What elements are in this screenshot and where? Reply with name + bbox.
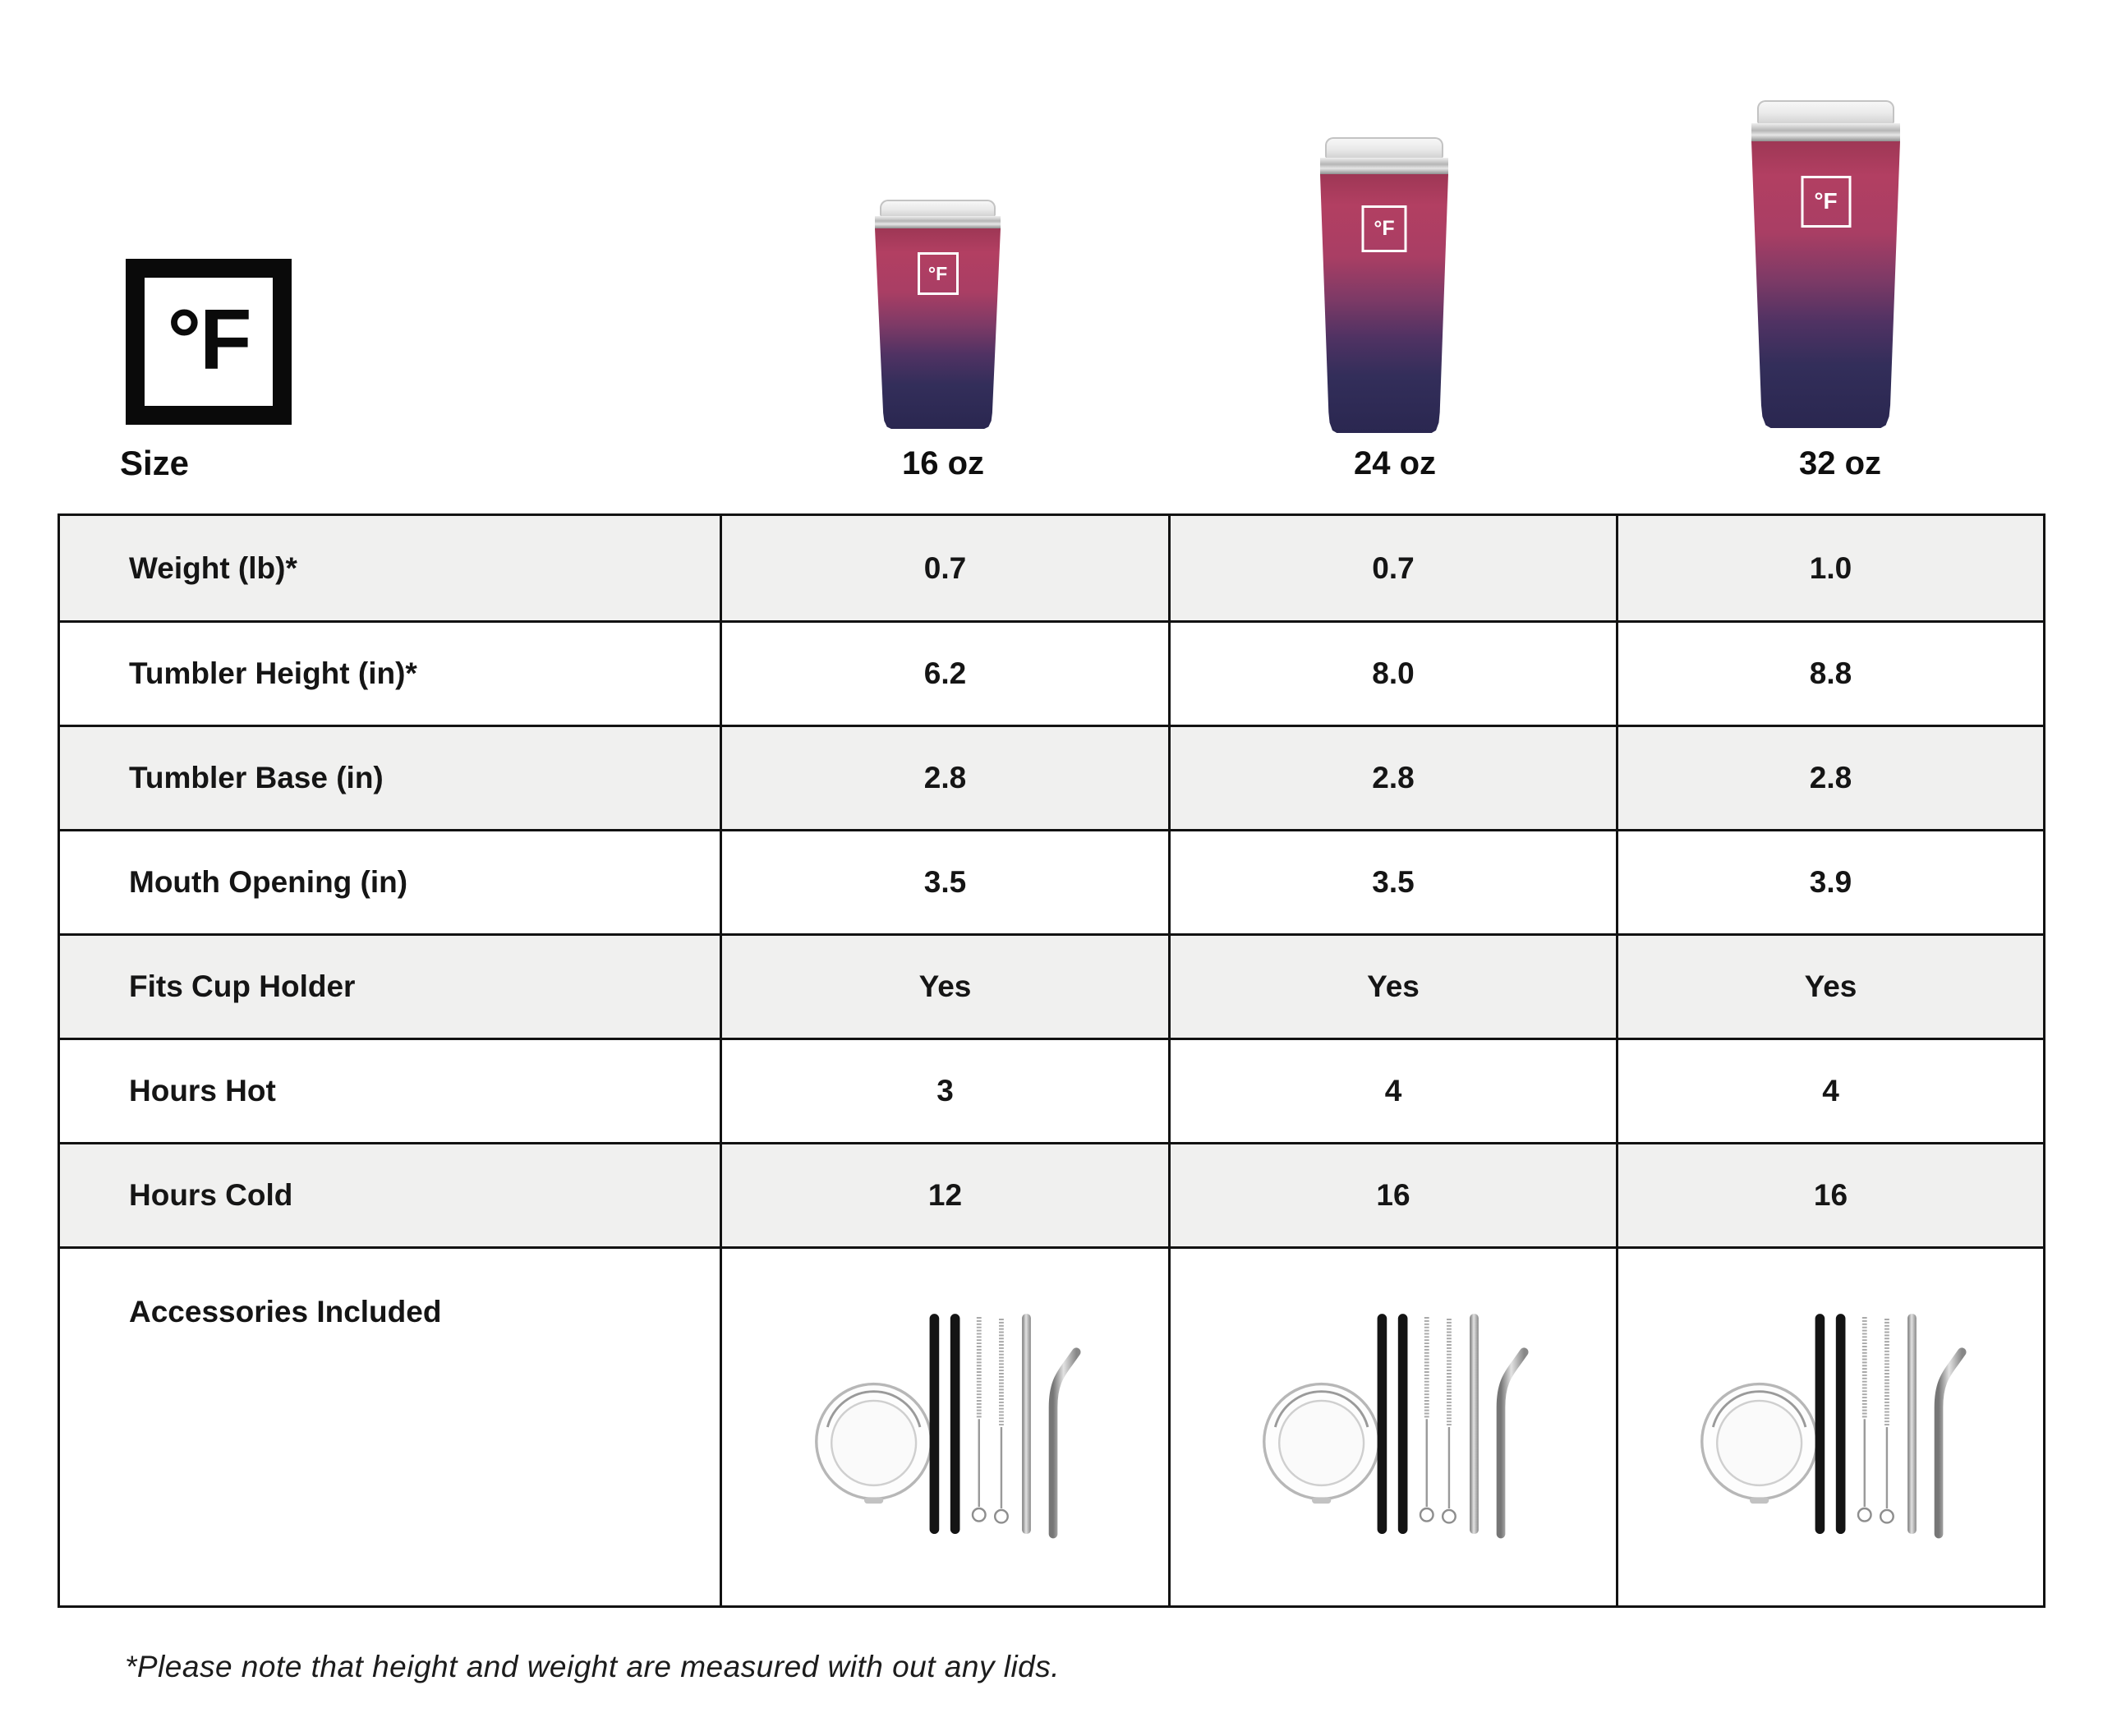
tumbler-clear-lid: [1325, 137, 1443, 159]
black-straw-icon: [929, 1314, 939, 1535]
table-row-mouth-opening: Mouth Opening (in) 3.5 3.5 3.9: [60, 829, 2043, 933]
tumbler-clear-lid: [880, 200, 996, 216]
row-value-24oz: 4: [1168, 1040, 1616, 1142]
row-value-32oz: 16: [1616, 1144, 2043, 1246]
row-value-32oz: 8.8: [1616, 623, 2043, 725]
row-value-24oz: 0.7: [1168, 516, 1616, 620]
accessories-cell-32oz: [1616, 1249, 2043, 1605]
row-value-16oz: 0.7: [720, 516, 1168, 620]
row-label: Mouth Opening (in): [129, 865, 408, 899]
tumbler-logo-text: °F: [927, 262, 948, 284]
clear-lid-icon: [814, 1382, 932, 1504]
brand-logo-text: °F: [167, 292, 251, 388]
tumbler-logo-badge: °F: [1361, 205, 1407, 252]
row-value-24oz: 2.8: [1168, 727, 1616, 829]
size-column-header: Size: [120, 444, 190, 482]
spec-table: Weight (lb)* 0.7 0.7 1.0 Tumbler Height …: [58, 513, 2045, 1608]
cleaning-brush-icon: [1441, 1319, 1456, 1524]
tumbler-body: °F: [875, 228, 1001, 429]
tumbler-logo-badge: °F: [1801, 175, 1851, 228]
row-value-32oz: 4: [1616, 1040, 2043, 1142]
row-label: Hours Cold: [129, 1178, 293, 1212]
clear-lid-icon: [1700, 1382, 1818, 1504]
tumbler-body: °F: [1320, 173, 1448, 433]
steel-straw-bent-icon: [1934, 1347, 1967, 1539]
product-header-16oz: 16 oz: [901, 445, 985, 481]
table-row-hours-hot: Hours Hot 3 4 4: [60, 1038, 2043, 1142]
cleaning-brush-icon: [1419, 1317, 1434, 1522]
footnote: *Please note that height and weight are …: [125, 1650, 1061, 1683]
black-straw-icon: [1377, 1314, 1387, 1535]
row-value-32oz: 2.8: [1616, 727, 2043, 829]
table-row-accessories: Accessories Included: [60, 1246, 2043, 1605]
tumbler-logo-badge: °F: [917, 252, 959, 296]
brand-logo: °F: [126, 259, 292, 425]
steel-straw-bent-icon: [1048, 1347, 1081, 1539]
tumbler-body: °F: [1751, 140, 1900, 428]
cleaning-brush-icon: [971, 1317, 987, 1522]
tumbler-logo-text: °F: [1814, 188, 1838, 214]
clear-lid-icon: [1263, 1382, 1381, 1504]
row-label: Fits Cup Holder: [129, 969, 356, 1003]
accessories-cell-24oz: [1168, 1249, 1616, 1605]
tumbler-steel-band: [1320, 158, 1448, 174]
row-value-24oz: 16: [1168, 1144, 1616, 1246]
row-value-24oz: Yes: [1168, 936, 1616, 1038]
row-value-24oz: 8.0: [1168, 623, 1616, 725]
tumbler-image-16oz: °F: [875, 200, 1001, 429]
row-value-24oz: 3.5: [1168, 831, 1616, 933]
steel-straw-straight-icon: [1470, 1314, 1479, 1535]
table-row-cup-holder: Fits Cup Holder Yes Yes Yes: [60, 933, 2043, 1038]
table-row-base: Tumbler Base (in) 2.8 2.8 2.8: [60, 725, 2043, 829]
row-value-32oz: 1.0: [1616, 516, 2043, 620]
tumbler-logo-text: °F: [1374, 216, 1395, 240]
tumbler-clear-lid: [1757, 100, 1894, 123]
black-straw-icon: [1397, 1314, 1408, 1535]
row-value-16oz: 2.8: [720, 727, 1168, 829]
accessories-image: [814, 1314, 1081, 1539]
row-label: Weight (lb)*: [129, 550, 297, 585]
product-header-24oz: 24 oz: [1353, 445, 1437, 481]
row-label: Tumbler Base (in): [129, 761, 384, 794]
accessories-image: [1263, 1314, 1529, 1539]
row-label: Hours Hot: [129, 1074, 276, 1107]
straw-set-icon: [1815, 1314, 1967, 1539]
tumbler-image-32oz: °F: [1751, 100, 1900, 428]
steel-straw-bent-icon: [1496, 1347, 1529, 1539]
tumbler-image-24oz: °F: [1320, 137, 1448, 433]
straw-set-icon: [1377, 1314, 1529, 1539]
cleaning-brush-icon: [993, 1319, 1009, 1524]
product-header-32oz: 32 oz: [1798, 445, 1882, 481]
row-value-32oz: Yes: [1616, 936, 2043, 1038]
black-straw-icon: [950, 1314, 959, 1535]
tumbler-steel-band: [1751, 122, 1900, 141]
accessories-image: [1700, 1314, 1967, 1539]
row-label: Tumbler Height (in)*: [129, 656, 417, 690]
steel-straw-straight-icon: [1907, 1314, 1917, 1535]
black-straw-icon: [1815, 1314, 1825, 1535]
steel-straw-straight-icon: [1021, 1314, 1031, 1535]
row-label: Accessories Included: [129, 1295, 442, 1328]
tumbler-steel-band: [875, 215, 1001, 228]
row-value-32oz: 3.9: [1616, 831, 2043, 933]
table-row-height: Tumbler Height (in)* 6.2 8.0 8.8: [60, 620, 2043, 725]
straw-set-icon: [929, 1314, 1081, 1539]
cleaning-brush-icon: [1879, 1319, 1894, 1524]
black-straw-icon: [1835, 1314, 1845, 1535]
row-value-16oz: 6.2: [720, 623, 1168, 725]
table-row-weight: Weight (lb)* 0.7 0.7 1.0: [60, 516, 2043, 620]
table-row-hours-cold: Hours Cold 12 16 16: [60, 1142, 2043, 1246]
row-value-16oz: 3.5: [720, 831, 1168, 933]
row-value-16oz: 3: [720, 1040, 1168, 1142]
row-value-16oz: 12: [720, 1144, 1168, 1246]
accessories-cell-16oz: [720, 1249, 1168, 1605]
row-value-16oz: Yes: [720, 936, 1168, 1038]
cleaning-brush-icon: [1857, 1317, 1872, 1522]
